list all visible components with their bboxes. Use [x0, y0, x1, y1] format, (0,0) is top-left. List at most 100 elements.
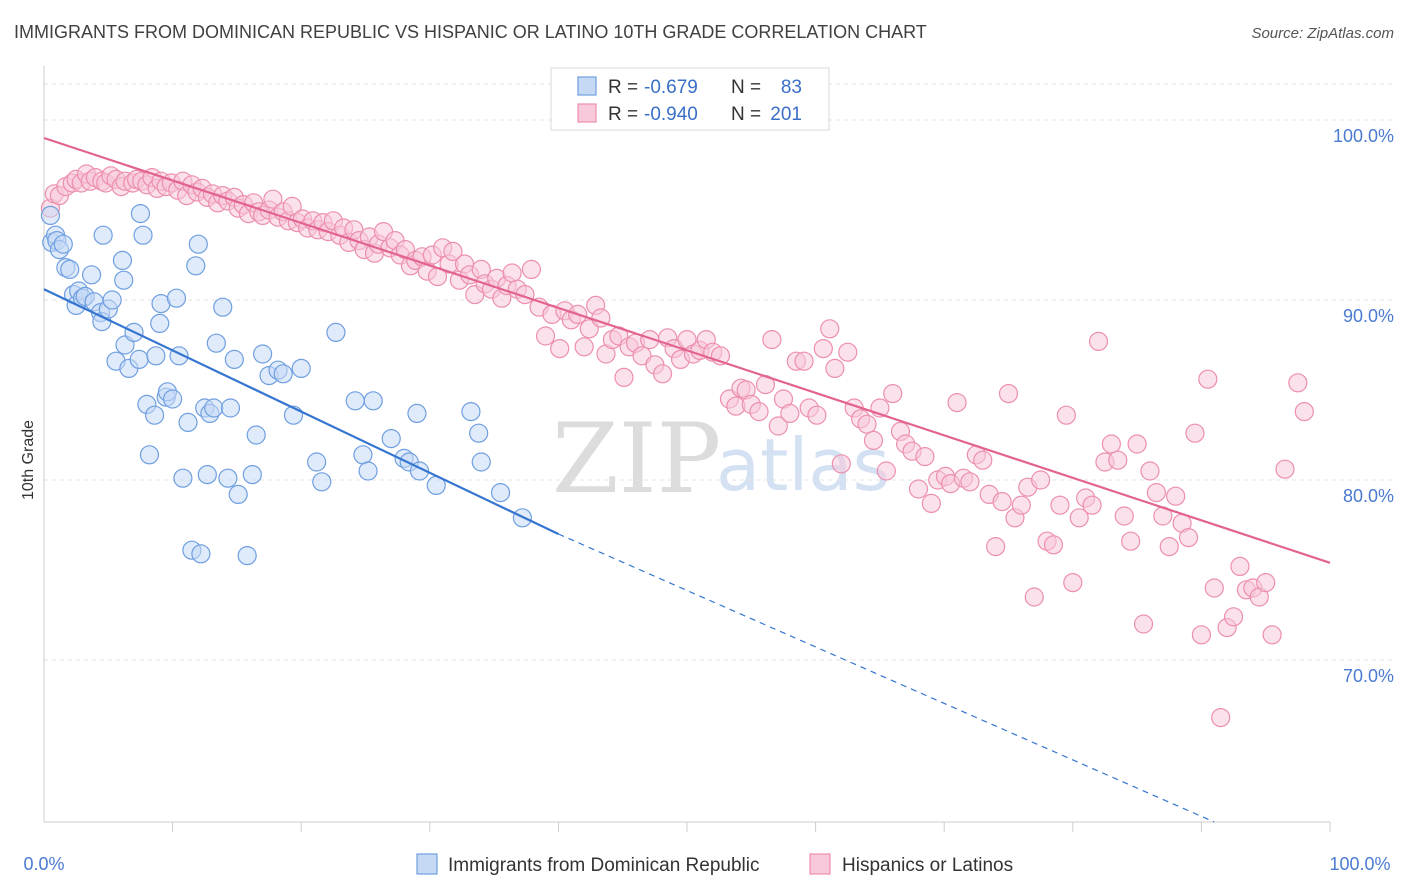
data-point [1275, 459, 1295, 479]
y-tick-label: 80.0% [1343, 486, 1394, 506]
data-point [1198, 369, 1218, 389]
series-points-1 [40, 164, 1314, 728]
x-tick-label: 100.0% [1329, 854, 1390, 874]
watermark-atlas: atlas [716, 423, 890, 507]
data-point [1166, 486, 1186, 506]
data-point [358, 461, 378, 481]
legend-swatch [577, 103, 597, 123]
stats-legend: R = -0.679 N = 83 R = -0.940 N = 201 [550, 67, 830, 131]
data-point [1024, 587, 1044, 607]
series-legend-label: Immigrants from Dominican Republic [448, 855, 760, 876]
data-point [1178, 527, 1199, 548]
data-point [312, 472, 332, 492]
data-point [1185, 423, 1205, 443]
trend-line [43, 288, 559, 535]
data-point [81, 265, 102, 285]
data-point [1256, 572, 1276, 593]
data-point [960, 472, 980, 492]
data-point [129, 349, 149, 369]
data-point [146, 346, 166, 366]
data-point [40, 205, 61, 225]
data-point [502, 263, 522, 283]
data-point [1031, 470, 1051, 490]
data-point [186, 256, 206, 276]
data-point [998, 384, 1019, 404]
data-point [1262, 625, 1282, 645]
data-point [921, 493, 941, 513]
data-point [150, 313, 170, 333]
data-point [1133, 614, 1154, 634]
data-point [780, 403, 800, 423]
data-point [550, 339, 570, 359]
data-point [1146, 483, 1166, 503]
data-point [947, 393, 967, 413]
x-tick-labels: 0.0% 100.0% [23, 854, 1390, 874]
data-point [973, 450, 993, 470]
data-point [307, 452, 327, 472]
series-points-0 [40, 204, 532, 566]
data-point [1127, 434, 1147, 454]
data-point [1050, 495, 1070, 515]
y-tick-label: 100.0% [1333, 126, 1394, 146]
data-point [857, 414, 877, 434]
data-point [1121, 531, 1141, 551]
data-point [1011, 495, 1031, 515]
data-point [1223, 607, 1244, 627]
series-legend: Immigrants from Dominican Republic Hispan… [416, 853, 1013, 876]
data-point [992, 492, 1012, 512]
legend-swatch [577, 76, 597, 96]
data-point [102, 290, 122, 310]
data-point [191, 544, 211, 564]
axes [43, 66, 1331, 832]
data-point [112, 250, 133, 270]
legend-r-value: -0.940 [644, 104, 698, 125]
data-point [807, 405, 827, 425]
data-point [1056, 405, 1076, 425]
data-point [178, 412, 198, 432]
watermark-zip: ZIP [552, 403, 721, 515]
legend-n-label: N = [731, 77, 761, 98]
data-point [838, 342, 858, 362]
data-point [273, 364, 293, 384]
grid-lines [44, 83, 1394, 661]
data-point [206, 333, 226, 353]
data-point [768, 416, 788, 436]
data-points [40, 164, 1314, 728]
data-point [469, 423, 489, 443]
data-point [986, 536, 1006, 557]
data-point [218, 468, 238, 488]
data-point [53, 234, 73, 254]
data-point [1288, 373, 1308, 393]
data-point [139, 445, 160, 465]
legend-n-label: N = [731, 104, 761, 125]
data-point [1204, 578, 1224, 598]
series-legend-swatch [809, 853, 831, 875]
data-point [1230, 556, 1250, 577]
stats-legend-box [550, 67, 830, 131]
data-point [246, 425, 266, 445]
trend-line [43, 136, 1331, 564]
data-point [1108, 450, 1128, 470]
data-point [144, 405, 165, 425]
data-point [204, 398, 224, 418]
series-legend-label: Hispanics or Latinos [842, 855, 1013, 876]
data-point [762, 330, 782, 350]
legend-r-value: -0.679 [644, 77, 698, 98]
data-point [820, 319, 840, 339]
data-point [1294, 402, 1314, 422]
legend-r-label: R = [608, 77, 638, 98]
data-point [863, 430, 884, 450]
data-point [794, 351, 814, 371]
data-point [574, 337, 594, 357]
data-point [1114, 506, 1134, 526]
trend-lines [43, 136, 1331, 823]
data-point [461, 402, 481, 422]
data-point [407, 403, 427, 423]
data-point [291, 358, 311, 378]
data-point [876, 461, 896, 481]
data-point [345, 391, 365, 411]
data-point [242, 465, 262, 485]
data-point [749, 402, 769, 422]
y-tick-label: 90.0% [1343, 306, 1394, 326]
data-point [173, 468, 193, 488]
